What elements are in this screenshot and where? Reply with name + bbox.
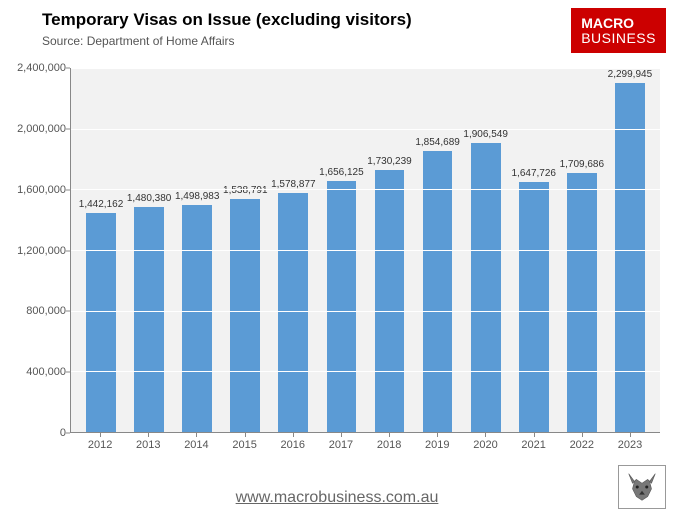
logo-line2: BUSINESS: [581, 31, 656, 46]
bar-value-label: 1,656,125: [319, 167, 364, 178]
gridline: [71, 68, 660, 69]
bar: 1,442,162: [86, 213, 116, 432]
y-tick-label: 800,000: [8, 305, 66, 317]
gridline: [71, 311, 660, 312]
x-tick-label: 2016: [269, 433, 317, 457]
bar: 1,647,726: [519, 182, 549, 432]
bar: 1,498,983: [182, 205, 212, 432]
bar: 1,480,380: [134, 207, 164, 432]
x-tick-label: 2019: [413, 433, 461, 457]
x-tick-label: 2015: [221, 433, 269, 457]
x-tick-label: 2014: [172, 433, 220, 457]
logo-line1: MACRO: [581, 16, 656, 31]
y-tick-label: 0: [8, 427, 66, 439]
bar-value-label: 1,647,726: [511, 168, 556, 179]
bar: 1,656,125: [327, 181, 357, 432]
footer-url: www.macrobusiness.com.au: [0, 489, 674, 507]
x-tick-label: 2018: [365, 433, 413, 457]
wolf-logo-icon: [618, 465, 666, 509]
x-tick-label: 2020: [461, 433, 509, 457]
x-tick-label: 2022: [558, 433, 606, 457]
y-tick-label: 2,400,000: [8, 62, 66, 74]
y-tick-label: 1,200,000: [8, 245, 66, 257]
x-tick-label: 2013: [124, 433, 172, 457]
bar-value-label: 1,730,239: [367, 156, 412, 167]
bar: 2,299,945: [615, 83, 645, 432]
bar-value-label: 1,442,162: [79, 199, 124, 210]
bar: 1,709,686: [567, 173, 597, 432]
y-tick-label: 1,600,000: [8, 184, 66, 196]
y-tick-label: 400,000: [8, 366, 66, 378]
gridline: [71, 250, 660, 251]
bar: 1,906,549: [471, 143, 501, 432]
bar-value-label: 1,480,380: [127, 193, 172, 204]
gridline: [71, 189, 660, 190]
plot-area: 1,442,1621,480,3801,498,9831,538,7911,57…: [70, 68, 660, 433]
bar-value-label: 1,854,689: [415, 137, 460, 148]
macrobusiness-logo: MACRO BUSINESS: [571, 8, 666, 53]
bar-value-label: 1,498,983: [175, 191, 220, 202]
x-tick-label: 2012: [76, 433, 124, 457]
bar-value-label: 1,578,877: [271, 179, 316, 190]
chart-container: Temporary Visas on Issue (excluding visi…: [0, 0, 674, 515]
chart-area: 0 400,000 800,000 1,200,000 1,600,000 2,000,0…: [8, 68, 666, 457]
bar: 1,730,239: [375, 170, 405, 432]
bar: 1,578,877: [278, 193, 308, 432]
x-axis-labels: 2012201320142015201620172018201920202021…: [70, 433, 660, 457]
x-tick-label: 2023: [606, 433, 654, 457]
bar-value-label: 1,709,686: [560, 159, 605, 170]
bar: 1,854,689: [423, 151, 453, 432]
bar: 1,538,791: [230, 199, 260, 432]
header: Temporary Visas on Issue (excluding visi…: [0, 0, 674, 60]
y-tick-label: 2,000,000: [8, 123, 66, 135]
gridline: [71, 129, 660, 130]
gridline: [71, 371, 660, 372]
bar-value-label: 2,299,945: [608, 69, 653, 80]
chart-title: Temporary Visas on Issue (excluding visi…: [42, 10, 656, 30]
chart-subtitle: Source: Department of Home Affairs: [42, 34, 656, 48]
x-tick-label: 2017: [317, 433, 365, 457]
bar-value-label: 1,906,549: [463, 129, 508, 140]
x-tick-label: 2021: [510, 433, 558, 457]
